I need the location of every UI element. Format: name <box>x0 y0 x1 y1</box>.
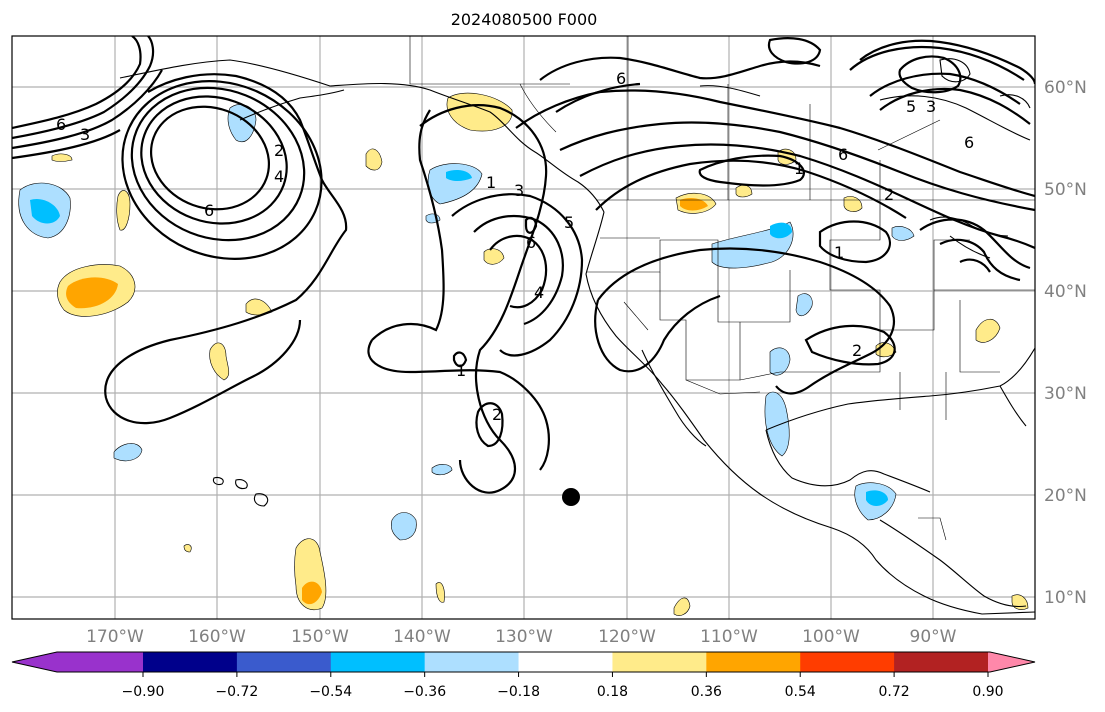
colorbar-segment <box>518 652 613 672</box>
contour-label: 3 <box>80 125 90 144</box>
colorbar-tick-label: −0.90 <box>122 684 165 700</box>
lon-label: 120°W <box>598 627 656 647</box>
colorbar-tick-label: −0.36 <box>403 684 446 700</box>
contour-label: 1 <box>794 159 804 178</box>
colorbar-segment <box>143 652 238 672</box>
colorbar-tick-label: 0.72 <box>879 684 910 700</box>
contour-label: 6 <box>204 201 214 220</box>
political-borders <box>409 36 1035 541</box>
colorbar-tick-label: 0.54 <box>785 684 816 700</box>
contour-label: 6 <box>964 133 974 152</box>
contour-label: 5 <box>906 97 916 116</box>
colorbar-segment <box>330 652 426 672</box>
colorbar-segment <box>612 652 707 672</box>
contours <box>12 36 1035 494</box>
lon-label: 170°W <box>86 627 144 647</box>
colorbar-tick-label: 0.36 <box>691 684 722 700</box>
colorbar-tick-label: −0.18 <box>497 684 540 700</box>
contour-label: 3 <box>926 97 936 116</box>
colorbar-segment <box>12 652 143 672</box>
gridlines <box>12 36 1035 619</box>
colorbar-segment <box>424 652 520 672</box>
colorbar-outline <box>11 651 1036 673</box>
contour-label: 6 <box>526 233 536 252</box>
contour-label: 2 <box>884 185 894 204</box>
lon-label: 140°W <box>393 627 451 647</box>
lat-label: 40°N <box>1044 282 1087 302</box>
lat-label: 60°N <box>1044 78 1087 98</box>
map-title: 2024080500 F000 <box>450 10 598 29</box>
contour-label: 1 <box>486 173 496 192</box>
colorbar-segment <box>706 652 801 672</box>
contour-label: 3 <box>514 181 524 200</box>
contour-label: 2 <box>852 341 862 360</box>
contour-label: 4 <box>274 167 284 186</box>
lon-label: 130°W <box>495 627 553 647</box>
lon-label: 110°W <box>700 627 758 647</box>
lon-label: 160°W <box>188 627 246 647</box>
coastlines <box>119 58 1035 615</box>
positive-anomaly-patches <box>51 92 1029 616</box>
colorbar-segment <box>236 652 332 672</box>
contour-label: 1 <box>834 243 844 262</box>
latitude-labels: 60°N 50°N 40°N 30°N 20°N 10°N <box>1044 78 1087 608</box>
contour-label-group: 6 3 2 4 6 1 3 5 6 6 4 1 2 1 6 2 1 2 5 3 … <box>56 69 974 424</box>
longitude-labels: 170°W 160°W 150°W 140°W 130°W 120°W 110°… <box>86 627 957 647</box>
lat-label: 30°N <box>1044 384 1087 404</box>
lon-label: 90°W <box>910 627 957 647</box>
contour-label: 6 <box>838 145 848 164</box>
lat-label: 50°N <box>1044 180 1087 200</box>
contour-label: 2 <box>274 141 284 160</box>
contour-label: 1 <box>456 361 466 380</box>
colorbar-tick-label: −0.54 <box>309 684 352 700</box>
lat-label: 10°N <box>1044 588 1087 608</box>
contour-label: 2 <box>492 405 502 424</box>
contour-label: 5 <box>564 213 574 232</box>
map-border <box>11 35 1036 620</box>
contour-label: 4 <box>534 283 544 302</box>
contour-label: 6 <box>56 115 66 134</box>
colorbar-tick-label: 0.18 <box>597 684 628 700</box>
lon-label: 150°W <box>291 627 349 647</box>
colorbar-segment <box>988 652 1035 672</box>
colorbar-tick-label: −0.72 <box>215 684 258 700</box>
contour-label: 6 <box>616 69 626 88</box>
colorbar-segment <box>800 652 895 672</box>
storm-center-marker <box>562 488 580 506</box>
lon-label: 100°W <box>802 627 860 647</box>
colorbar-segment <box>894 652 989 672</box>
colorbar-tick-label: 0.90 <box>972 684 1003 700</box>
lat-label: 20°N <box>1044 486 1087 506</box>
colorbar: −0.90 −0.72 −0.54 −0.36 −0.18 0.18 0.36 0.54 0.7… <box>11 651 1036 700</box>
